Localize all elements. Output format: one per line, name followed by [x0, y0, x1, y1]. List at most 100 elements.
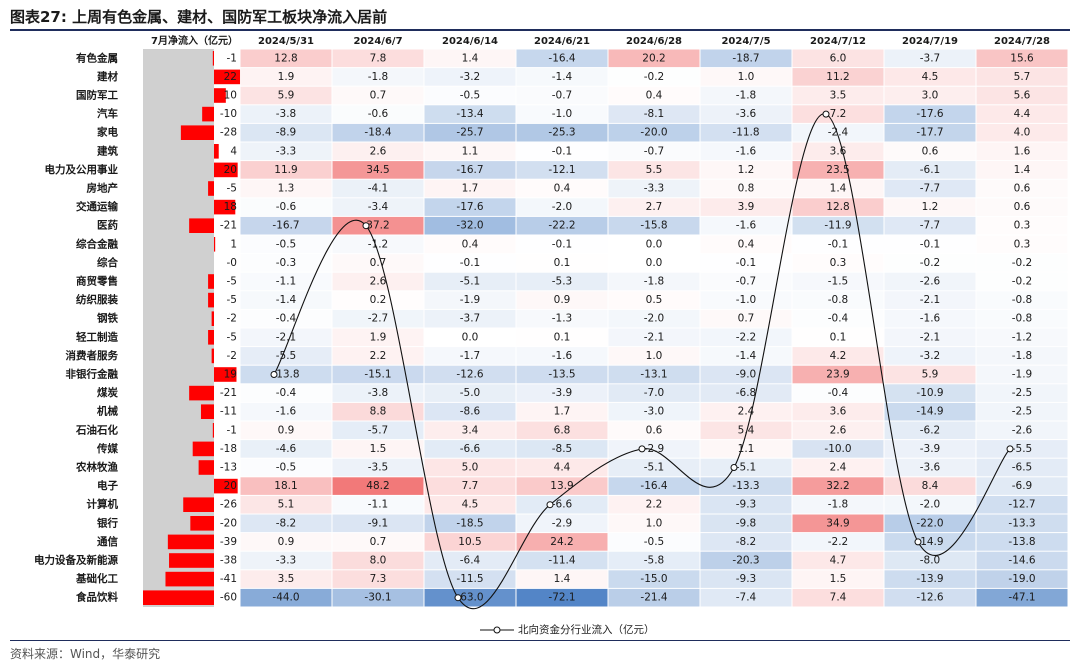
legend-line-marker: [480, 626, 514, 633]
cell-value: -0.8: [828, 294, 849, 306]
heat-cell: [424, 551, 516, 570]
cell-value: -1.4: [276, 294, 297, 306]
heat-cell: [884, 142, 976, 161]
heat-cell: [976, 533, 1068, 551]
heat-cell: [608, 421, 700, 440]
heat-cell: [976, 198, 1068, 216]
heat-cell: [608, 384, 700, 402]
cell-value: -3.0: [644, 406, 665, 418]
industry-label: 电力设备及新能源: [34, 554, 118, 567]
cell-value: -1.0: [552, 108, 573, 120]
heat-cell: [332, 328, 424, 347]
heat-cell: [608, 347, 700, 365]
july-bar: [214, 199, 236, 215]
cell-value: -11.5: [456, 573, 483, 585]
heat-cell: [424, 495, 516, 514]
cell-value: -1.0: [736, 294, 757, 306]
cell-value: 2.7: [646, 201, 663, 213]
cell-value: -0.1: [828, 238, 849, 250]
heat-cell: [976, 514, 1068, 533]
cell-value: -1.6: [920, 313, 941, 325]
cell-value: -3.3: [644, 183, 665, 195]
industry-label: 农林牧渔: [75, 461, 118, 474]
heat-cell: [332, 68, 424, 86]
cell-value: -25.7: [456, 127, 483, 139]
heat-cell: [240, 421, 332, 440]
cell-value: 37.2: [366, 220, 389, 232]
july-value: 19: [224, 369, 237, 381]
heat-cell: [516, 49, 608, 68]
july-value: -21: [220, 220, 237, 232]
heat-cell: [976, 142, 1068, 161]
heat-cell: [516, 68, 608, 86]
cell-value: -15.8: [640, 220, 667, 232]
heat-cell: [240, 161, 332, 179]
july-bar: [143, 590, 214, 605]
heat-cell: [516, 309, 608, 328]
heat-cell: [976, 402, 1068, 421]
july-value: -2: [227, 350, 237, 362]
cell-value: -8.1: [644, 108, 665, 120]
cell-value: 0.1: [830, 331, 847, 343]
footer-divider: [10, 640, 1070, 641]
cell-value: 4.0: [1014, 127, 1031, 139]
heat-cell: [608, 179, 700, 198]
heat-cell: [608, 254, 700, 272]
heat-cell: [700, 105, 792, 123]
industry-label: 医药: [97, 219, 118, 232]
heat-cell: [792, 142, 884, 161]
cell-value: -2.9: [552, 517, 573, 529]
heat-cell: [332, 161, 424, 179]
heat-cell: [332, 235, 424, 254]
cell-value: 34.5: [366, 164, 389, 176]
cell-value: -16.4: [640, 480, 667, 492]
heat-cell: [976, 570, 1068, 588]
cell-value: -0.7: [552, 90, 573, 102]
cell-value: -25.3: [548, 127, 575, 139]
cell-value: 0.7: [738, 313, 755, 325]
cell-value: 23.9: [826, 369, 849, 381]
cell-value: -1.4: [736, 350, 757, 362]
heat-cell: [516, 272, 608, 291]
cell-value: -6.5: [1012, 462, 1033, 474]
cell-value: 6.0: [830, 52, 847, 64]
july-bar: [211, 348, 214, 364]
heat-cell: [516, 402, 608, 421]
heat-cell: [884, 309, 976, 328]
heat-cell: [516, 105, 608, 123]
heat-cell: [976, 328, 1068, 347]
heat-cell: [240, 86, 332, 105]
cell-value: 0.0: [646, 257, 663, 269]
cell-value: 11.2: [826, 71, 849, 83]
heat-cell: [424, 235, 516, 254]
heat-cell: [240, 123, 332, 142]
cell-value: -3.2: [920, 350, 941, 362]
heat-cell: [424, 533, 516, 551]
cell-value: 20.2: [642, 52, 665, 64]
heat-cell: [700, 161, 792, 179]
cell-value: -7.0: [644, 387, 665, 399]
cell-value: -0.8: [1012, 313, 1033, 325]
heat-cell: [792, 551, 884, 570]
industry-label: 传媒: [96, 442, 118, 455]
cell-value: -13.8: [1008, 536, 1035, 548]
cell-value: -4.6: [276, 443, 297, 455]
cell-value: -7.7: [920, 183, 941, 195]
july-bar: [214, 478, 238, 494]
july-value: 20: [224, 164, 237, 176]
july-value: 10: [224, 90, 237, 102]
header-date: 2024/6/28: [626, 36, 682, 47]
cell-value: -15.0: [640, 573, 667, 585]
line-point: [362, 222, 370, 230]
industry-label: 计算机: [87, 498, 119, 511]
cell-value: -0.4: [828, 387, 849, 399]
cell-value: -8.2: [736, 536, 757, 548]
cell-value: -3.9: [552, 387, 573, 399]
cell-value: 23.5: [826, 164, 849, 176]
cell-value: -10.9: [916, 387, 943, 399]
heat-cell: [976, 458, 1068, 477]
cell-value: -1.1: [276, 276, 297, 288]
cell-value: 3.5: [830, 90, 847, 102]
cell-value: -1.6: [276, 406, 297, 418]
july-value: 22: [224, 71, 237, 83]
